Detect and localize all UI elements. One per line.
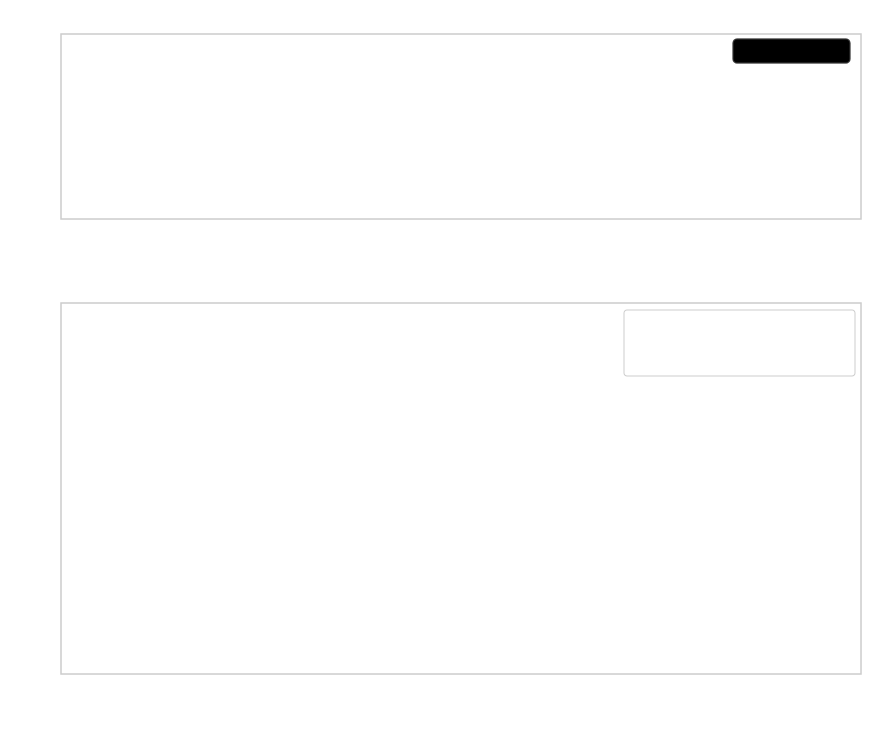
lab-plot-frame bbox=[60, 302, 862, 675]
lab-legend bbox=[623, 309, 856, 377]
timeline-plot-frame bbox=[60, 33, 862, 220]
severity-box bbox=[732, 38, 851, 64]
legend-frame bbox=[623, 309, 856, 377]
severity-annotation bbox=[732, 38, 851, 64]
